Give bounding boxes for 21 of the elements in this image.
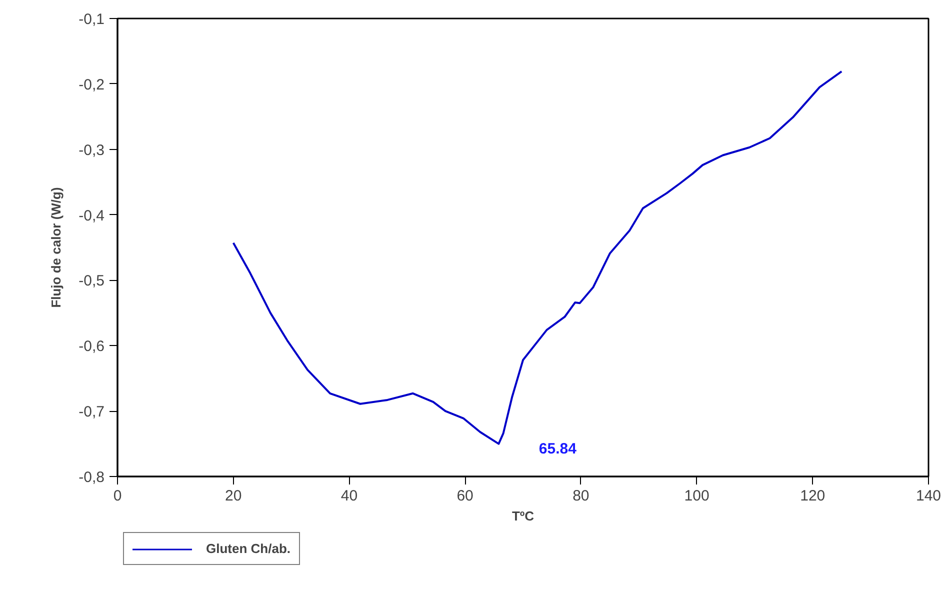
y-tick-label: -0,7 [78, 404, 105, 421]
x-tick-label: 0 [113, 488, 122, 504]
y-tick-label: -0,4 [78, 207, 105, 224]
x-tick-label: 40 [340, 488, 358, 504]
y-tick-label: -0,1 [78, 11, 105, 28]
x-tick-label: 60 [456, 488, 474, 504]
x-tick-label: 20 [225, 488, 242, 504]
legend-label: Gluten Ch/ab. [206, 541, 290, 556]
x-axis-title: TºC [512, 508, 535, 524]
x-tick-label: 100 [684, 488, 710, 504]
y-tick-label: -0,3 [78, 142, 105, 159]
y-tick-label: -0,5 [78, 272, 105, 290]
y-tick-label: -0,8 [78, 469, 105, 486]
annotation: 65.84 [538, 440, 578, 458]
x-tick-label: 140 [916, 488, 942, 504]
y-tick-label: -0,6 [78, 338, 105, 356]
y-tick-label: -0,2 [78, 76, 105, 94]
y-axis-title: Flujo de calor (W/g) [48, 187, 64, 308]
x-tick-label: 80 [572, 488, 590, 504]
line-series [232, 70, 843, 445]
x-tick-label: 120 [800, 488, 826, 504]
